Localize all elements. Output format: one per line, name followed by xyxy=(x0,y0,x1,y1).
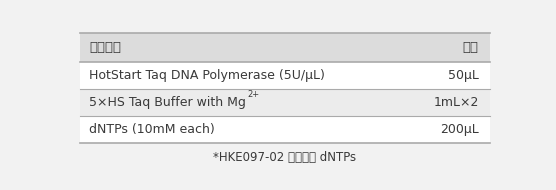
Text: 50μL: 50μL xyxy=(448,69,479,82)
Text: 2+: 2+ xyxy=(247,90,259,99)
Bar xyxy=(80,116,490,143)
Text: 5×HS Taq Buffer with Mg: 5×HS Taq Buffer with Mg xyxy=(89,96,246,109)
Bar xyxy=(80,89,490,116)
Text: 体积: 体积 xyxy=(463,41,479,54)
Text: 产品组成: 产品组成 xyxy=(89,41,121,54)
Text: dNTPs (10mM each): dNTPs (10mM each) xyxy=(89,123,215,136)
Bar xyxy=(80,33,490,62)
Text: *HKE097-02 系列不含 dNTPs: *HKE097-02 系列不含 dNTPs xyxy=(214,151,356,164)
Bar xyxy=(80,62,490,89)
Text: 200μL: 200μL xyxy=(440,123,479,136)
Text: 1mL×2: 1mL×2 xyxy=(434,96,479,109)
Text: HotStart Taq DNA Polymerase (5U/μL): HotStart Taq DNA Polymerase (5U/μL) xyxy=(89,69,325,82)
